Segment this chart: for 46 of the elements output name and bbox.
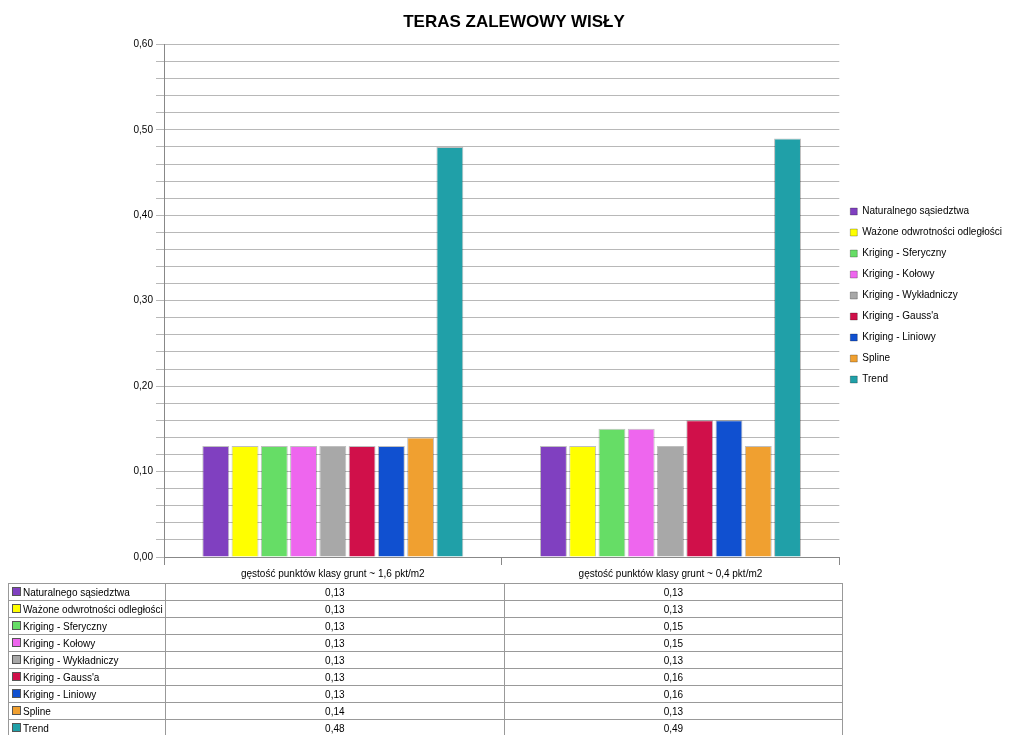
text: Kriging - Wykładniczy	[862, 289, 958, 301]
data-label: 0,13	[165, 634, 505, 652]
data-label: 0,13	[165, 651, 505, 669]
text: Kriging - Liniowy	[23, 688, 97, 700]
data-label: 0,13	[165, 583, 505, 601]
y-tick-label: 0,50	[133, 123, 154, 135]
text: Kriging - Sferyczny	[862, 247, 947, 259]
data-label: 0,15	[504, 617, 843, 635]
y-tick-label: 0,10	[133, 465, 154, 477]
data-label: 0,13	[504, 702, 843, 720]
y-tick-label: 0,40	[133, 209, 154, 221]
text: Naturalnego sąsiedztwa	[862, 205, 970, 217]
legend-label: Kriging - Kołowy	[23, 637, 96, 649]
data-label: 0,15	[504, 634, 843, 652]
data-label: 0,16	[504, 668, 843, 686]
x-tick-label: gęstość punktów klasy grunt ~ 1,6 pkt/m2	[240, 567, 426, 579]
text: Trend	[23, 722, 49, 734]
legend-label: Ważone odwrotności odległości	[23, 603, 163, 615]
data-label: 0,13	[165, 617, 505, 635]
data-label: 0,13	[165, 600, 505, 618]
y-tick-label: 0,00	[133, 550, 154, 562]
text: Spline	[23, 705, 51, 717]
data-label: 0,13	[165, 668, 505, 686]
data-label: 0,14	[165, 702, 505, 720]
y-tick-label: 0,30	[133, 294, 154, 306]
legend-label: Kriging - Liniowy	[862, 331, 936, 343]
text: Kriging - Gauss'a	[23, 671, 100, 683]
data-label: 0,13	[504, 583, 843, 601]
legend-label: Kriging - Gauss'a	[862, 310, 940, 322]
chart-title: TERAS ZALEWOWY WISŁY	[403, 11, 626, 31]
y-tick-label: 0,60	[133, 38, 154, 50]
data-label: 0,49	[504, 719, 843, 735]
legend-label: Naturalnego sąsiedztwa	[23, 586, 130, 598]
data-label: 0,16	[504, 685, 843, 703]
text: Kriging - Kołowy	[862, 268, 935, 280]
legend-label: Kriging - Wykładniczy	[23, 654, 119, 666]
legend-label: Trend	[862, 373, 889, 385]
data-label: 0,13	[504, 600, 843, 618]
y-tick-label: 0,20	[133, 379, 154, 391]
text: Ważone odwrotności odległości	[862, 226, 1002, 238]
data-label: 0,48	[165, 719, 505, 735]
legend-label: Kriging - Sferyczny	[23, 620, 107, 632]
data-label: 0,13	[165, 685, 505, 703]
x-tick-label: gęstość punktów klasy grunt ~ 0,4 pkt/m2	[578, 567, 763, 579]
legend-label: Spline	[862, 352, 891, 364]
data-label: 0,13	[504, 651, 843, 669]
